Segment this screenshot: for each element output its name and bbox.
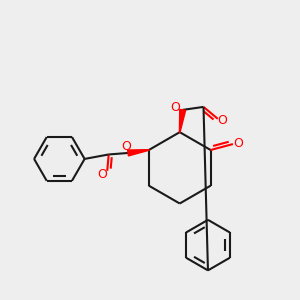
Text: O: O — [97, 168, 107, 181]
Text: O: O — [217, 114, 227, 127]
Polygon shape — [179, 110, 186, 132]
Polygon shape — [128, 150, 149, 156]
Text: O: O — [170, 101, 180, 114]
Text: O: O — [233, 137, 243, 150]
Text: O: O — [122, 140, 131, 153]
